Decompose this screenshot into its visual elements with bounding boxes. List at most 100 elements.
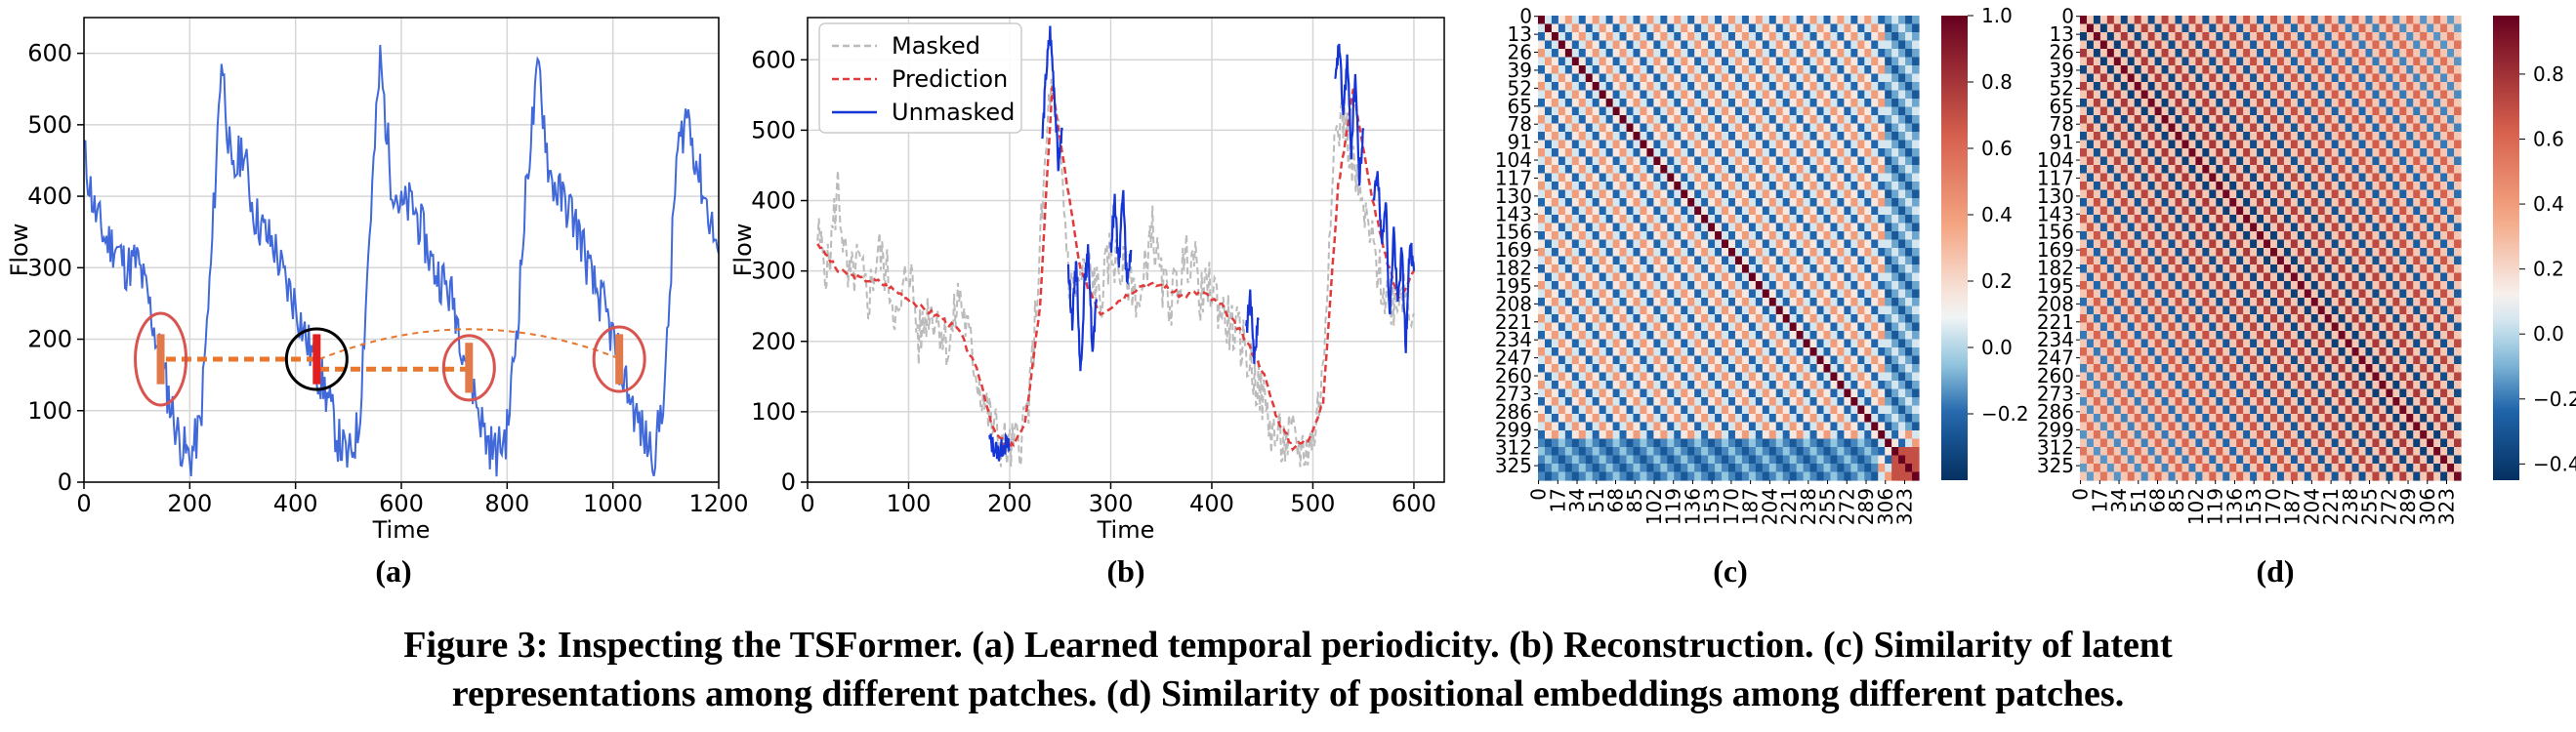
heatmap-cell <box>2202 57 2210 66</box>
heatmap-cell <box>2202 173 2210 183</box>
row-tick-label: 273 <box>1495 382 1532 405</box>
heatmap-cell <box>1538 281 1546 291</box>
heatmap-cell <box>1551 173 1559 183</box>
heatmap-cell <box>2229 65 2237 75</box>
heatmap-cell <box>1864 256 1872 265</box>
heatmap-cell <box>1898 289 1906 299</box>
heatmap-cell <box>1905 32 1913 42</box>
heatmap-cell <box>1571 305 1580 315</box>
heatmap-cell <box>2134 206 2142 216</box>
heatmap-cell <box>2406 223 2414 232</box>
heatmap-cell <box>1646 57 1654 66</box>
heatmap-cell <box>1816 16 1825 25</box>
heatmap-cell <box>1762 314 1770 324</box>
heatmap-cell <box>2440 23 2448 33</box>
heatmap-cell <box>1782 289 1791 299</box>
heatmap-cell <box>2270 23 2278 33</box>
heatmap-cell <box>1619 173 1628 183</box>
heatmap-cell <box>2392 73 2400 83</box>
heatmap-cell <box>1830 106 1839 116</box>
heatmap-cell <box>1796 355 1805 365</box>
heatmap-cell <box>2080 115 2088 125</box>
heatmap-cell <box>1708 40 1716 50</box>
heatmap-cell <box>2154 231 2163 241</box>
heatmap-cell <box>2113 57 2122 66</box>
heatmap-cell <box>2216 239 2223 249</box>
heatmap-cell <box>1844 82 1851 92</box>
heatmap-cell <box>1585 364 1594 374</box>
heatmap-cell <box>2304 140 2312 149</box>
heatmap-cell <box>2413 215 2421 224</box>
heatmap-cell <box>2127 223 2136 232</box>
heatmap-cell <box>1775 173 1784 183</box>
heatmap-cell <box>1667 182 1675 191</box>
heatmap-cell <box>2195 239 2203 249</box>
heatmap-cell <box>1796 16 1805 25</box>
heatmap-cell <box>2379 206 2387 216</box>
heatmap-cell <box>1715 331 1723 341</box>
heatmap-cell <box>2134 198 2142 208</box>
heatmap-cell <box>1681 388 1688 398</box>
heatmap-cell <box>1796 339 1805 348</box>
heatmap-cell <box>2317 123 2326 133</box>
heatmap-cell <box>1687 272 1695 282</box>
heatmap-cell <box>1857 49 1865 59</box>
heatmap-cell <box>1558 239 1566 249</box>
heatmap-cell <box>1585 289 1594 299</box>
heatmap-cell <box>1734 90 1743 100</box>
y-tick-label: 400 <box>27 183 72 210</box>
heatmap-cell <box>1571 264 1580 274</box>
heatmap-cell <box>1558 289 1566 299</box>
heatmap-cell <box>1837 73 1845 83</box>
heatmap-cell <box>1734 331 1743 341</box>
heatmap-cell <box>1653 16 1661 25</box>
heatmap-cell <box>2147 231 2156 241</box>
heatmap-cell <box>2358 132 2367 142</box>
heatmap-cell <box>1728 281 1736 291</box>
heatmap-cell <box>1905 16 1913 25</box>
heatmap-cell <box>1558 123 1566 133</box>
heatmap-cell <box>1912 364 1920 374</box>
heatmap-cell <box>2324 140 2333 149</box>
heatmap-cell <box>2338 73 2347 83</box>
col-tick-label: 272 <box>1835 488 1858 525</box>
heatmap-cell <box>1789 16 1798 25</box>
heatmap-cell <box>2379 156 2387 166</box>
heatmap-cell <box>2270 49 2278 59</box>
heatmap-cell <box>1878 215 1886 224</box>
heatmap-cell <box>2447 231 2455 241</box>
heatmap-cell <box>2099 231 2108 241</box>
heatmap-cell <box>1830 388 1839 398</box>
heatmap-cell <box>1646 331 1654 341</box>
heatmap-cell <box>1898 73 1906 83</box>
heatmap-cell <box>2317 40 2326 50</box>
heatmap-cell <box>1850 438 1858 448</box>
heatmap-cell <box>2175 73 2183 83</box>
heatmap-cell <box>1708 49 1716 59</box>
heatmap-cell <box>1768 99 1777 108</box>
heatmap-cell <box>2216 215 2223 224</box>
heatmap-cell <box>2140 115 2149 125</box>
heatmap-cell <box>1687 381 1695 390</box>
heatmap-cell <box>1599 355 1607 365</box>
heatmap-cell <box>1823 438 1832 448</box>
heatmap-cell <box>2310 57 2319 66</box>
heatmap-cell <box>2086 156 2095 166</box>
heatmap-cell <box>1830 140 1839 149</box>
heatmap-cell <box>1558 298 1566 307</box>
heatmap-cell <box>1748 123 1757 133</box>
heatmap-cell <box>1871 32 1879 42</box>
heatmap-cell <box>2195 73 2203 83</box>
heatmap-cell <box>1878 132 1886 142</box>
heatmap-cell <box>1755 339 1764 348</box>
heatmap-cell <box>1768 298 1777 307</box>
heatmap-cell <box>2270 239 2278 249</box>
heatmap-cell <box>1605 73 1614 83</box>
heatmap-cell <box>1619 123 1628 133</box>
heatmap-cell <box>1558 422 1566 431</box>
heatmap-cell <box>2140 73 2149 83</box>
heatmap-cell <box>2147 165 2156 175</box>
heatmap-cell <box>1646 49 1654 59</box>
